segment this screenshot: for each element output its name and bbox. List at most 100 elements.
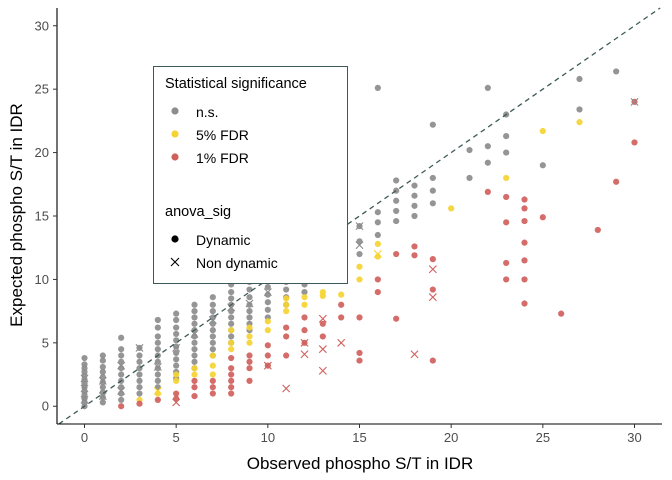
point-5-fdr-4	[191, 371, 198, 378]
legend: Statistical significance n.s. 5% FDR 1% …	[153, 66, 348, 284]
point-n-s--150	[484, 143, 491, 150]
point-n-s--71	[191, 314, 198, 321]
point-1-fdr-33	[338, 301, 345, 308]
point-1-fdr-54	[521, 239, 528, 246]
point-1-fdr-26	[283, 324, 290, 331]
point-1-fdr-57	[521, 196, 528, 203]
point-non-dynamic-27	[318, 314, 327, 323]
point-1-fdr-24	[283, 352, 290, 359]
point-n-s--141	[411, 192, 418, 199]
point-1-fdr-32	[338, 314, 345, 321]
y-tick-label-0: 0	[42, 399, 49, 414]
point-5-fdr-8	[209, 352, 216, 359]
point-n-s--143	[429, 200, 436, 207]
point-5-fdr-17	[283, 308, 290, 315]
point-n-s--133	[374, 84, 381, 92]
y-tick-label-5: 25	[35, 82, 49, 97]
point-n-s--45	[154, 358, 161, 365]
point-1-fdr-1	[136, 400, 143, 407]
y-tick-label-4: 20	[35, 145, 49, 160]
point-n-s--42	[154, 377, 161, 384]
point-1-fdr-17	[246, 377, 253, 384]
point-1-fdr-5	[191, 392, 198, 400]
point-1-fdr-35	[356, 349, 363, 357]
point-1-fdr-46	[484, 188, 491, 196]
point-n-s--38	[136, 358, 143, 365]
point-5-fdr-18	[283, 301, 290, 308]
y-tick-label-1: 5	[42, 335, 49, 350]
point-1-fdr-9	[209, 384, 216, 391]
x-tick-label-1: 5	[173, 430, 180, 445]
point-n-s--31	[118, 346, 125, 353]
point-non-dynamic-15	[355, 241, 364, 250]
point-n-s--50	[154, 324, 161, 331]
point-non-dynamic-19	[373, 250, 382, 259]
y-tick-label-2: 10	[35, 272, 49, 287]
point-non-dynamic-12	[227, 303, 236, 312]
point-non-dynamic-16	[355, 222, 364, 231]
point-n-s--138	[393, 177, 400, 184]
point-1-fdr-31	[319, 320, 326, 327]
point-1-fdr-25	[283, 333, 290, 340]
point-n-s--135	[393, 207, 400, 215]
point-5-fdr-19	[283, 295, 290, 302]
point-n-s--73	[191, 301, 198, 308]
point-1-fdr-2	[154, 396, 161, 404]
point-non-dynamic-5	[117, 387, 126, 396]
point-n-s--142	[411, 182, 418, 189]
point-non-dynamic-11	[208, 316, 217, 324]
point-non-dynamic-17	[630, 97, 639, 106]
legend-label-fdr5: 5% FDR	[196, 127, 249, 143]
x-tick-label-0: 0	[81, 430, 88, 445]
point-n-s--158	[613, 68, 620, 75]
point-non-dynamic-28	[337, 338, 346, 347]
point-n-s--155	[539, 162, 546, 169]
point-n-s--110	[283, 286, 290, 293]
point-non-dynamic-4	[98, 376, 107, 385]
legend-key-ns-icon	[171, 107, 179, 115]
point-1-fdr-7	[191, 377, 198, 384]
point-n-s--61	[173, 316, 180, 324]
y-tick-label-6: 30	[35, 18, 49, 33]
point-n-s--88	[228, 314, 235, 321]
point-n-s--51	[154, 316, 161, 324]
point-1-fdr-6	[191, 384, 198, 391]
point-1-fdr-11	[228, 390, 235, 397]
point-1-fdr-0	[118, 403, 125, 410]
y-tick-label-3: 15	[35, 209, 49, 224]
point-n-s--35	[136, 377, 143, 384]
point-n-s--36	[136, 371, 143, 378]
point-1-fdr-53	[521, 257, 528, 264]
point-n-s--139	[411, 212, 418, 220]
point-n-s--16	[99, 384, 106, 391]
point-non-dynamic-29	[410, 350, 419, 359]
point-non-dynamic-21	[263, 361, 272, 370]
point-non-dynamic-18	[153, 387, 162, 396]
point-n-s--54	[173, 362, 180, 369]
point-n-s--140	[411, 202, 418, 209]
point-1-fdr-44	[429, 286, 436, 293]
point-n-s--146	[429, 121, 436, 128]
point-n-s--44	[154, 365, 161, 372]
point-5-fdr-10	[228, 339, 235, 346]
point-1-fdr-34	[356, 357, 363, 364]
point-1-fdr-8	[209, 390, 216, 397]
point-n-s--62	[173, 310, 180, 317]
point-non-dynamic-6	[117, 361, 126, 370]
x-tick-label-2: 10	[261, 430, 275, 445]
point-1-fdr-28	[301, 327, 308, 334]
point-1-fdr-23	[264, 342, 271, 349]
point-5-fdr-26	[356, 263, 363, 270]
point-n-s--70	[191, 320, 198, 327]
point-n-s--76	[209, 339, 216, 346]
point-non-dynamic-20	[172, 398, 181, 407]
point-n-s--65	[191, 352, 198, 359]
point-5-fdr-2	[173, 377, 180, 384]
point-n-s--58	[173, 337, 180, 344]
point-n-s--27	[118, 371, 125, 378]
point-n-s--14	[99, 394, 106, 401]
legend-color-title: Statistical significance	[165, 76, 307, 92]
legend-key-non-dynamic-icon	[170, 257, 180, 267]
point-5-fdr-21	[301, 294, 308, 301]
legend-shape-title: anova_sig	[165, 204, 232, 220]
